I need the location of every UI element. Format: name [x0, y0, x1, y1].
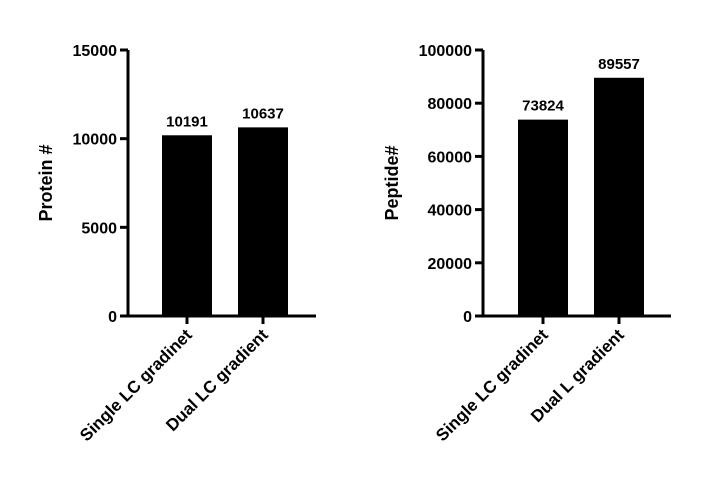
y-tick-label: 5000 [81, 220, 117, 237]
data-label: 10637 [242, 105, 284, 122]
bar [238, 127, 288, 316]
y-axis-title: Peptide# [382, 145, 402, 220]
y-tick-label: 0 [463, 309, 472, 326]
y-tick-label: 0 [108, 309, 117, 326]
data-label: 73824 [522, 98, 564, 115]
bar [518, 119, 568, 316]
y-tick-label: 15000 [73, 43, 118, 60]
y-tick-label: 20000 [428, 256, 473, 273]
y-tick-label: 10000 [73, 132, 118, 149]
y-tick-label: 80000 [428, 96, 473, 113]
x-category-label: Single LC gradinet [432, 325, 552, 445]
bar [594, 77, 644, 316]
bar [162, 135, 212, 316]
y-tick-label: 40000 [428, 203, 473, 220]
peptide-count-chart: 73824 89557 0 20000 40000 60000 80000 100000 Sin… [382, 43, 671, 445]
y-tick-label: 100000 [419, 43, 472, 60]
y-axis-title: Protein # [36, 144, 56, 221]
data-label: 10191 [166, 113, 208, 130]
data-label: 89557 [598, 56, 640, 73]
y-tick-label: 60000 [428, 149, 473, 166]
